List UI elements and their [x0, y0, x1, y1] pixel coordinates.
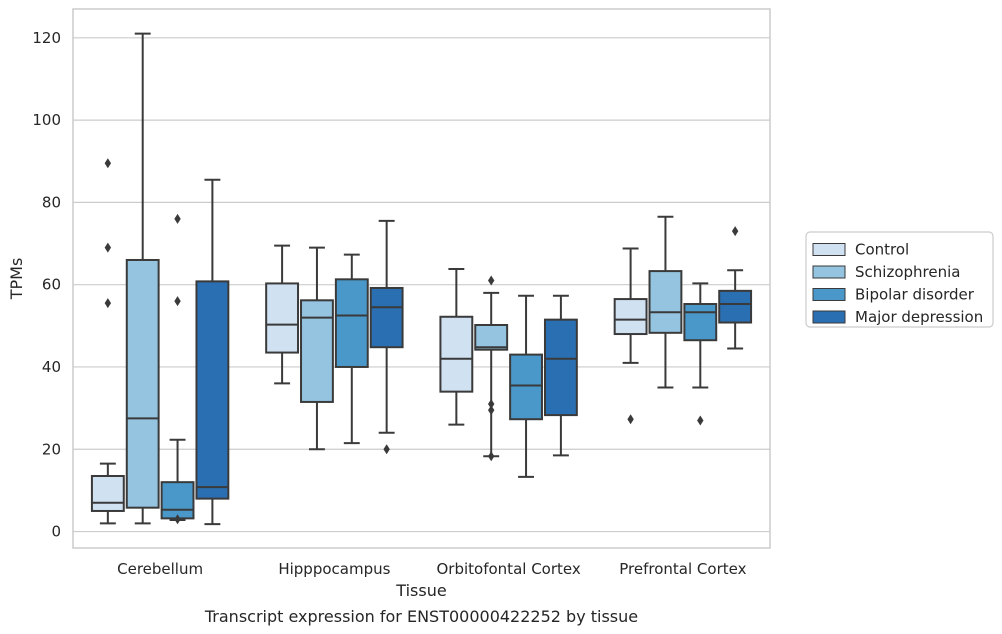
box-body [125, 258, 160, 509]
box [648, 215, 683, 389]
outlier-point [174, 296, 181, 307]
grid-lines [73, 37, 770, 533]
outlier-point [488, 405, 495, 416]
legend-swatch [812, 243, 846, 256]
series-bipolar-disorder [160, 213, 718, 525]
x-tick-label: Cerebellum [117, 560, 203, 578]
legend: Control Schizophrenia Bipolar disorder Majo… [805, 231, 994, 328]
legend-item: Schizophrenia [812, 263, 960, 281]
box [474, 275, 509, 462]
box [439, 268, 474, 426]
box-body [334, 278, 369, 368]
box-body [195, 280, 230, 500]
box-body [683, 303, 718, 342]
box [613, 247, 648, 425]
legend-label: Control [855, 241, 909, 259]
box-body [439, 315, 474, 393]
box-body [509, 353, 543, 421]
legend-item: Major depression [812, 308, 983, 326]
outlier-point [697, 415, 704, 426]
box-body [543, 318, 578, 417]
box-body [613, 298, 648, 336]
x-axis-label: Tissue [395, 581, 446, 600]
series-major-depression [195, 178, 753, 526]
y-tick-labels: 0 20 40 60 80 100 120 [32, 29, 61, 541]
box [300, 246, 334, 451]
outlier-point [104, 298, 112, 309]
box [90, 158, 125, 525]
outlier-point [627, 414, 634, 425]
box [718, 226, 753, 350]
series-control [90, 158, 648, 525]
y-tick-label: 0 [51, 523, 61, 541]
outlier-point [488, 451, 495, 462]
y-tick-label: 60 [42, 276, 61, 294]
box-body [474, 323, 509, 351]
outlier-point [104, 242, 112, 253]
y-tick-label: 20 [42, 440, 61, 458]
outlier-point [383, 444, 390, 455]
outlier-point [731, 226, 739, 237]
plot-frame [72, 8, 771, 549]
box [369, 219, 404, 455]
outlier-point [104, 158, 112, 169]
chart-caption: Transcript expression for ENST0000042225… [204, 607, 638, 626]
box-body [369, 286, 404, 349]
box [509, 294, 543, 478]
x-tick-label: Orbitofontal Cortex [437, 560, 581, 578]
box-series [90, 32, 753, 526]
legend-item: Bipolar disorder [812, 286, 975, 304]
box [543, 294, 578, 457]
y-tick-label: 100 [32, 111, 61, 129]
box-body [718, 289, 753, 324]
box [334, 253, 369, 445]
legend-swatch [812, 288, 846, 301]
box [195, 178, 230, 526]
legend-swatch [812, 265, 846, 279]
x-tick-label: Hipppocampus [278, 560, 390, 578]
box [160, 213, 195, 525]
legend-label: Bipolar disorder [855, 286, 975, 304]
legend-frame [805, 231, 994, 328]
box-body [648, 270, 683, 334]
box [683, 282, 718, 426]
box [125, 32, 160, 525]
legend-swatch [812, 310, 846, 324]
box-body [90, 474, 125, 512]
box-body [160, 481, 195, 520]
outlier-point [174, 514, 181, 525]
y-tick-label: 80 [42, 193, 61, 211]
box-body [265, 282, 300, 354]
legend-label: Major depression [855, 308, 983, 326]
series-schizophrenia [125, 32, 683, 525]
legend-item: Control [812, 241, 909, 259]
outlier-point [488, 398, 495, 409]
x-tick-labels: Cerebellum Hipppocampus Orbitofontal Corte… [117, 560, 746, 578]
y-tick-label: 120 [32, 29, 61, 47]
box [265, 244, 300, 385]
legend-label: Schizophrenia [855, 263, 960, 281]
y-axis-label: TPMs [7, 258, 26, 301]
x-tick-label: Prefrontal Cortex [619, 560, 746, 578]
y-tick-label: 40 [42, 358, 61, 376]
outlier-point [174, 213, 181, 224]
outlier-point [488, 275, 495, 286]
box-body [300, 299, 334, 403]
